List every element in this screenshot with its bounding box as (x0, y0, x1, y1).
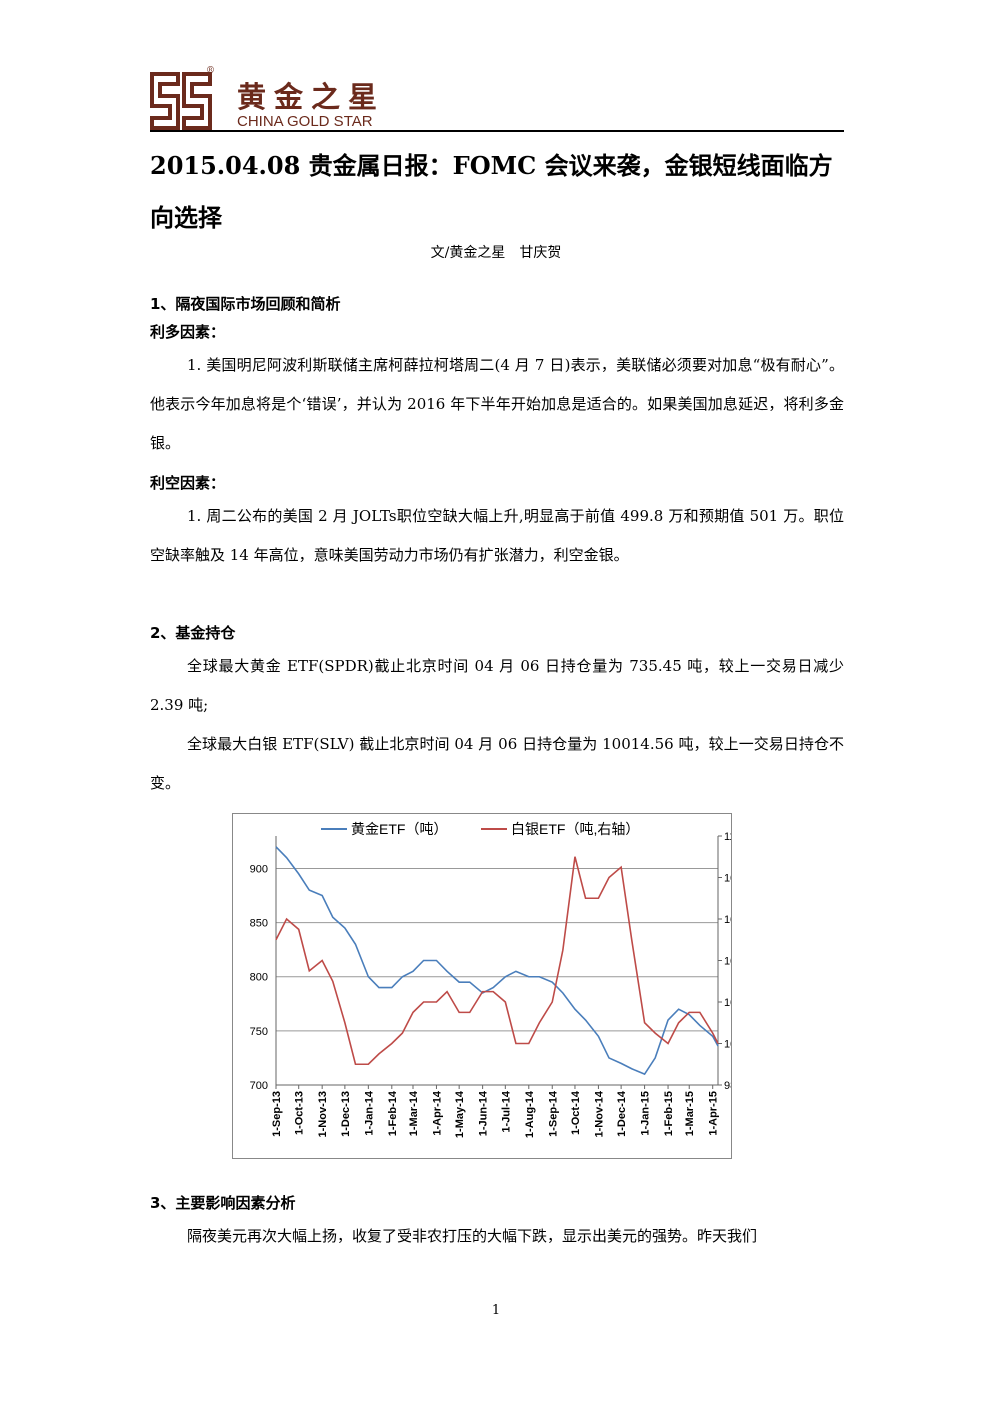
section-heading: 3、主要影响因素分析 (150, 1194, 296, 1212)
y2-tick-label: 10800 (724, 873, 731, 885)
x-tick-label: 1-Oct-13 (294, 1091, 306, 1135)
subheading: 利空因素： (150, 474, 226, 492)
series-line (275, 846, 719, 1076)
y-tick-label: 700 (250, 1080, 268, 1092)
logo-mark: ® (206, 66, 215, 76)
logo-cn: 黄金之星 (237, 80, 386, 114)
y2-tick-label: 10200 (724, 997, 731, 1009)
subheading: 利多因素： (150, 323, 226, 341)
x-tick-label: 1-Apr-14 (431, 1090, 443, 1136)
paragraph: 1. 周二公布的美国 2 月 JOLTs职位空缺大幅上升,明显高于前值 499.… (150, 507, 844, 564)
chart: 700 750 800 850 900 9800 10000 10200 10400 10600 1… (250, 821, 755, 1138)
logo-en: CHINA GOLD STAR (237, 113, 373, 130)
x-tick-label: 1-Apr-15 (708, 1091, 720, 1136)
x-tick-label: 1-Jan-14 (363, 1090, 375, 1136)
x-tick-label: 1-Dec-14 (616, 1090, 628, 1137)
chart-frame: 700 750 800 850 900 9800 10000 10200 10400 10600 1… (232, 813, 755, 1159)
x-tick-label: 1-Jul-14 (500, 1090, 512, 1132)
content: 1、隔夜国际市场回顾和简析 利多因素： 1. 美国明尼阿波利斯联储主席柯薛拉柯塔… (150, 290, 844, 1256)
y2-tick-label: 10000 (724, 1039, 731, 1051)
section-heading: 2、基金持仓 (150, 624, 236, 642)
y-tick-label: 900 (250, 863, 268, 875)
series-line (275, 856, 719, 1066)
x-tick-label: 1-Nov-13 (317, 1091, 329, 1137)
y2-tick-label: 9800 (724, 1080, 731, 1092)
y-tick-label: 750 (250, 1026, 268, 1038)
x-tick-label: 1-Oct-14 (570, 1090, 582, 1135)
legend-label: 黄金ETF（吨） (351, 821, 447, 837)
x-tick-label: 1-May-14 (454, 1090, 466, 1138)
x-tick-label: 1-Jun-14 (478, 1090, 490, 1136)
y2-tick-label: 10400 (724, 956, 731, 968)
x-tick-label: 1-Feb-15 (663, 1091, 675, 1136)
y2-tick-label: 11000 (724, 831, 731, 843)
paragraph: 全球最大白银 ETF(SLV) 截止北京时间 04 月 06 日持仓量为 100… (150, 735, 844, 792)
title: 2015.04.08 贵金属日报：FOMC 会议来袭，金银短线面临方向选择 (150, 151, 833, 232)
y-tick-label: 800 (250, 972, 268, 984)
logo-icon (150, 72, 212, 130)
x-tick-label: 1-Aug-14 (524, 1090, 536, 1138)
x-tick-label: 1-Mar-15 (684, 1091, 696, 1136)
paragraph: 隔夜美元再次大幅上扬，收复了受非农打压的大幅下跌，显示出美元的强势。昨天我们 (187, 1227, 758, 1245)
x-tick-label: 1-Sep-13 (271, 1091, 283, 1137)
page-number: 1 (491, 1303, 501, 1318)
x-tick-label: 1-Dec-13 (340, 1091, 352, 1137)
x-tick-label: 1-Feb-14 (387, 1090, 399, 1136)
x-tick-label: 1-Sep-14 (547, 1090, 559, 1137)
y-tick-label: 850 (250, 918, 268, 930)
x-tick-label: 1-Jan-15 (640, 1091, 652, 1136)
header-rule (150, 130, 844, 132)
paragraph: 全球最大黄金 ETF(SPDR)截止北京时间 04 月 06 日持仓量为 735… (150, 657, 844, 714)
section-heading: 1、隔夜国际市场回顾和简析 (150, 295, 341, 313)
paragraph: 1. 美国明尼阿波利斯联储主席柯薛拉柯塔周二(4 月 7 日)表示，美联储必须要… (150, 356, 844, 452)
legend-label: 白银ETF（吨,右轴） (511, 821, 639, 837)
x-tick-label: 1-Mar-14 (408, 1090, 420, 1136)
y2-tick-label: 10600 (724, 914, 731, 926)
byline: 文/黄金之星 甘庆贺 (430, 245, 562, 261)
x-tick-label: 1-Nov-14 (593, 1090, 605, 1137)
